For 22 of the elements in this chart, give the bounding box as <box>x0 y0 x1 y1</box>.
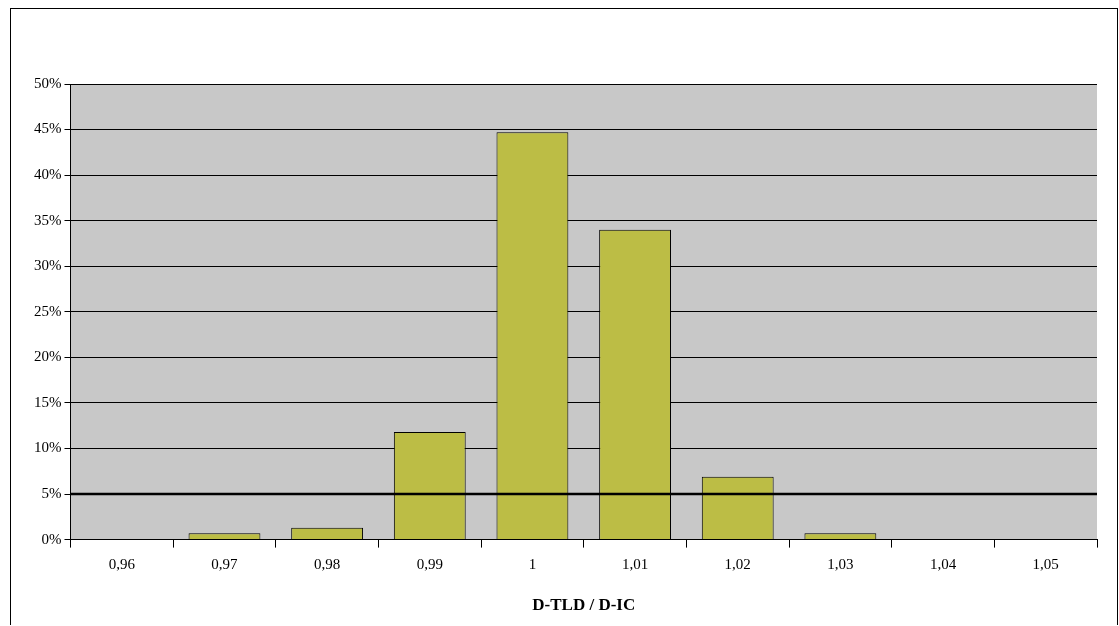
y-tick-label: 10% <box>34 439 62 456</box>
x-tick-label: 0,97 <box>211 555 239 572</box>
y-tick-label: 50% <box>34 74 62 91</box>
y-tick-label: 20% <box>34 348 62 365</box>
y-tick-label: 30% <box>34 257 62 274</box>
x-tick-label: 0,99 <box>416 555 443 572</box>
y-tick-label: 15% <box>34 393 62 410</box>
y-tick-label: 5% <box>41 484 62 501</box>
y-tick-label: 45% <box>34 120 62 137</box>
x-tick-label: 0,98 <box>314 555 341 572</box>
x-tick-label: 0,96 <box>108 555 136 572</box>
y-tick-label: 0% <box>41 530 62 547</box>
x-tick-label: 1,04 <box>929 555 957 572</box>
y-tick-label: 35% <box>34 211 62 228</box>
x-tick-label: 1 <box>528 555 537 572</box>
y-tick-label: 40% <box>34 166 62 183</box>
x-tick-label: 1,05 <box>1032 555 1059 572</box>
y-tick-label: 25% <box>34 302 62 319</box>
x-tick-label: 1,01 <box>621 555 649 572</box>
x-axis-title: D-TLD / D-IC <box>532 595 636 615</box>
x-tick-label: 1,02 <box>724 555 751 572</box>
x-tick-label: 1,03 <box>827 555 854 572</box>
